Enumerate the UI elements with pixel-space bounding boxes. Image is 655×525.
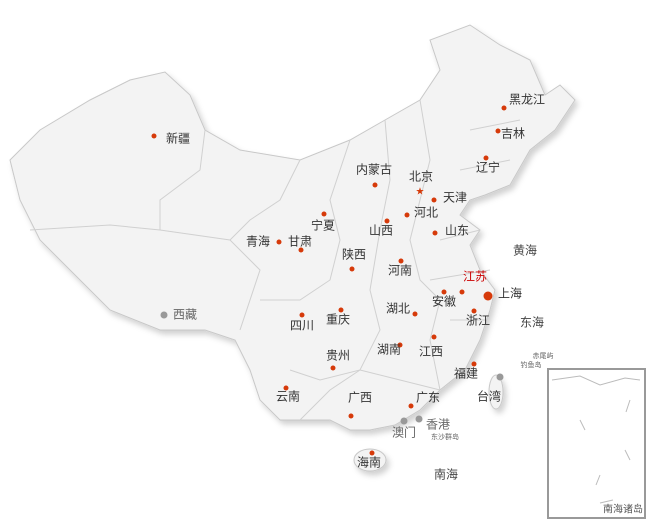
sea-label-huanghai: 黄海 [512,243,538,258]
taiwan-island [488,374,504,410]
province-marker[interactable] [372,182,378,188]
province-label[interactable]: 江苏 [462,269,488,284]
province-label[interactable]: 青海 [245,234,271,249]
province-label[interactable]: 山东 [444,223,470,238]
province-label[interactable]: 重庆 [325,312,351,327]
province-marker[interactable] [151,133,157,139]
province-marker[interactable] [330,365,336,371]
province-label[interactable]: 江西 [418,344,444,359]
province-marker[interactable] [349,266,355,272]
hainan-island [353,448,387,472]
province-marker[interactable] [400,417,408,425]
province-borders [29,99,521,421]
province-label[interactable]: 天津 [442,190,468,205]
province-marker[interactable] [321,211,327,217]
province-marker[interactable] [471,308,477,314]
province-marker[interactable] [441,289,447,295]
province-marker[interactable] [471,361,477,367]
mainland-outline [9,24,576,431]
province-marker[interactable] [412,311,418,317]
province-marker[interactable] [298,247,304,253]
province-label[interactable]: 海南 [356,455,382,470]
province-label[interactable]: 上海 [497,286,523,301]
province-label[interactable]: 西藏 [172,307,198,322]
province-marker[interactable] [369,450,375,456]
province-marker[interactable] [459,289,465,295]
inset-title: 南海诸岛 [603,504,643,516]
province-marker[interactable] [338,307,344,313]
province-label[interactable]: 黑龙江 [508,92,546,107]
province-label[interactable]: 山西 [368,223,394,238]
island-label-chiwei: 赤尾屿 [532,352,554,360]
sea-label-donghai: 东海 [519,315,545,330]
province-marker[interactable] [404,212,410,218]
island-label-diaoyu: 钓鱼岛 [520,361,542,369]
province-marker[interactable] [160,311,168,319]
province-marker[interactable] [431,197,437,203]
province-marker[interactable] [398,258,404,264]
province-marker[interactable] [276,239,282,245]
province-label[interactable]: 内蒙古 [355,162,393,177]
province-marker[interactable] [483,155,489,161]
province-label[interactable]: 河南 [387,263,413,278]
province-marker[interactable] [415,415,423,423]
sea-label-nanhai: 南海 [433,467,459,482]
province-label[interactable]: 浙江 [465,313,491,328]
province-marker[interactable] [483,291,493,301]
province-label[interactable]: 福建 [453,366,479,381]
island-label-dongsha: 东沙群岛 [431,433,459,441]
province-marker[interactable] [397,342,403,348]
province-label[interactable]: 云南 [275,389,301,404]
province-marker[interactable] [432,230,438,236]
province-label[interactable]: 澳门 [391,425,417,440]
province-label[interactable]: 四川 [289,318,315,333]
province-marker[interactable] [495,128,501,134]
province-label[interactable]: 贵州 [325,348,351,363]
province-marker[interactable] [496,373,504,381]
province-marker[interactable] [384,218,390,224]
province-marker[interactable] [348,413,354,419]
province-marker[interactable] [408,403,414,409]
province-label[interactable]: 香港 [425,417,451,432]
province-label[interactable]: 北京 [408,169,434,184]
province-label[interactable]: 陕西 [341,247,367,262]
province-label[interactable]: 吉林 [500,126,526,141]
province-label[interactable]: 广东 [415,390,441,405]
province-label[interactable]: 湖南 [376,342,402,357]
province-label[interactable]: 宁夏 [310,218,336,233]
province-marker[interactable] [501,105,507,111]
province-label[interactable]: 台湾 [476,389,502,404]
province-label[interactable]: 广西 [347,390,373,405]
province-label[interactable]: 湖北 [385,301,411,316]
capital-star-icon[interactable]: ★ [415,186,425,198]
province-marker[interactable] [283,385,289,391]
province-label[interactable]: 甘肃 [287,234,313,249]
province-marker[interactable] [431,334,437,340]
province-label[interactable]: 新疆 [165,131,191,146]
province-label[interactable]: 辽宁 [475,160,501,175]
province-label[interactable]: 安徽 [431,294,457,309]
province-marker[interactable] [299,312,305,318]
province-label[interactable]: 河北 [413,205,439,220]
south-china-sea-inset [547,368,646,519]
